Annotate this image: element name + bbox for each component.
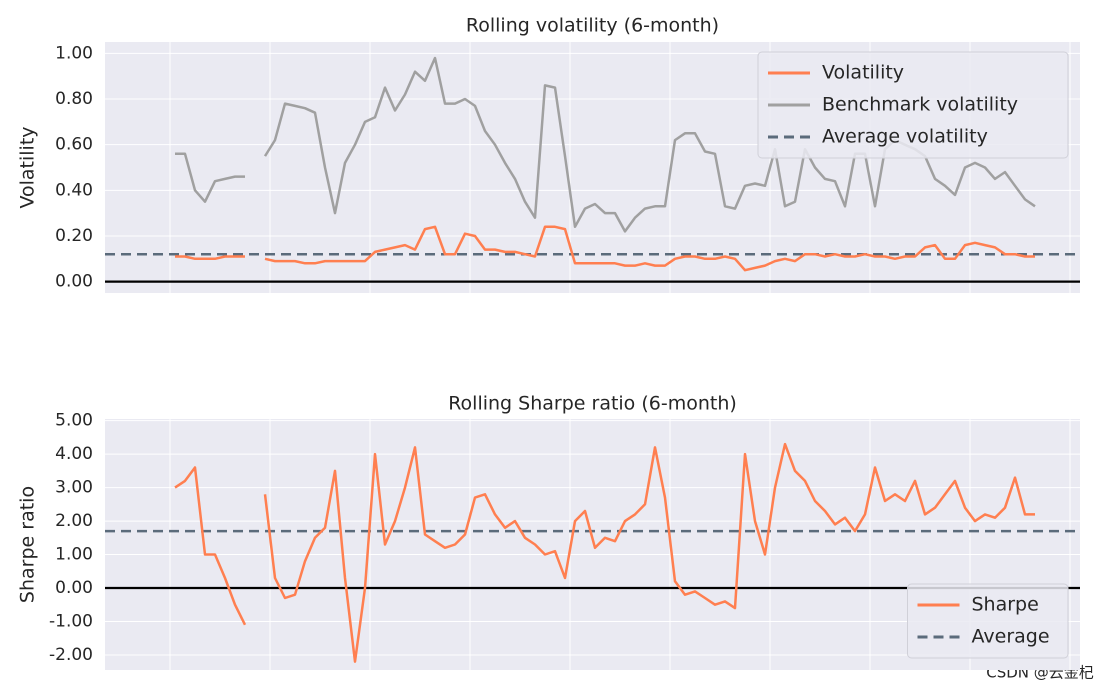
y-tick-label: 1.00: [55, 545, 93, 565]
y-axis-label: Sharpe ratio: [17, 486, 39, 603]
y-tick-label: 0.80: [55, 89, 93, 109]
y-tick-label: -2.00: [49, 645, 93, 665]
series-line: [175, 225, 1035, 272]
legend-label: Average volatility: [822, 126, 988, 148]
series-line: [174, 442, 1035, 663]
y-tick-label: 0.00: [55, 272, 93, 292]
y-tick-label: 4.00: [55, 444, 93, 464]
legend-label: Sharpe: [972, 594, 1039, 616]
y-tick-label: 2.00: [55, 511, 93, 531]
chart-title: Rolling Sharpe ratio (6-month): [448, 393, 737, 415]
y-tick-label: 3.00: [55, 478, 93, 498]
y-tick-label: -1.00: [49, 611, 93, 631]
y-tick-label: 0.40: [55, 180, 93, 200]
y-tick-label: 0.60: [55, 135, 93, 155]
legend-label: Volatility: [822, 62, 904, 84]
y-tick-label: 5.00: [55, 411, 93, 431]
legend-box: [907, 583, 1069, 659]
y-tick-label: 0.20: [55, 226, 93, 246]
y-axis-label: Volatility: [17, 126, 39, 208]
y-tick-label: 0.00: [55, 578, 93, 598]
legend-label: Benchmark volatility: [822, 94, 1018, 116]
legend-label: Average: [972, 626, 1050, 648]
legend-box: [757, 51, 1069, 159]
y-tick-label: 1.00: [55, 43, 93, 63]
chart-title: Rolling volatility (6-month): [466, 15, 719, 37]
